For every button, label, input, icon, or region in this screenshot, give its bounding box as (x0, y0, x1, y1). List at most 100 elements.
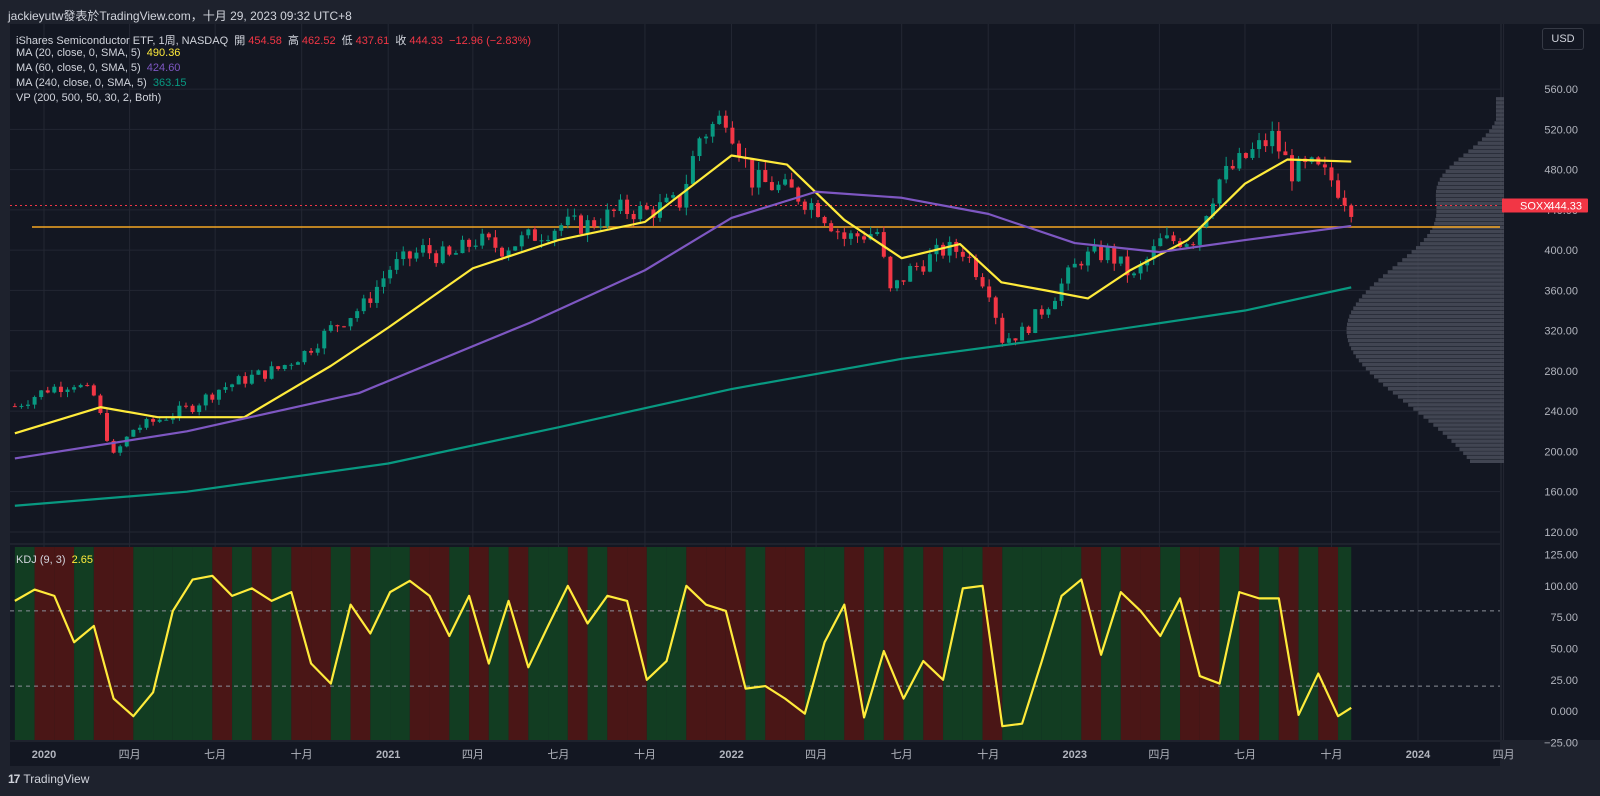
candle (677, 194, 682, 211)
vp-legend-row[interactable]: VP (200, 500, 50, 30, 2, Both) (16, 92, 164, 104)
tradingview-brand: TradingView (23, 772, 90, 786)
candle (1237, 147, 1242, 171)
candle-body (578, 215, 583, 234)
tradingview-footer[interactable]: 17 TradingView (8, 772, 89, 786)
candle-body (315, 348, 320, 353)
candle-body (941, 244, 946, 256)
volume-profile-bar (1423, 238, 1504, 242)
candle-body (710, 123, 715, 137)
candle (829, 220, 834, 233)
candle-body (493, 237, 498, 248)
candle-body (58, 386, 63, 393)
kdj-value: 2.65 (71, 554, 93, 566)
candle-body (309, 350, 314, 353)
candle (1342, 190, 1347, 212)
candle (954, 238, 959, 259)
candle-body (736, 143, 741, 158)
candle (638, 201, 643, 224)
candle-body (269, 366, 274, 379)
candle (987, 279, 992, 302)
candle-body (1026, 326, 1031, 334)
ma60-legend-row[interactable]: MA (60, close, 0, SMA, 5) 424.60 (16, 62, 183, 74)
kdj-legend-row[interactable]: KDJ (9, 3) 2.65 (16, 554, 96, 566)
candle-body (1112, 246, 1117, 264)
candle (1059, 278, 1064, 307)
candle-body (282, 365, 287, 369)
candle-body (164, 419, 169, 421)
volume-profile-bar (1387, 270, 1504, 274)
volume-profile-bar (1496, 109, 1504, 113)
candle (184, 402, 189, 409)
candle-body (1092, 245, 1097, 252)
candle (730, 121, 735, 145)
candle-body (1131, 273, 1136, 276)
volume-profile-bar (1434, 221, 1504, 226)
candle-body (1322, 164, 1327, 168)
volume-profile-bar (1435, 197, 1504, 202)
candle-body (769, 182, 774, 191)
candle-body (1283, 151, 1288, 156)
candle-body (1158, 238, 1163, 247)
candle-body (322, 330, 327, 349)
candle-body (809, 203, 814, 210)
price-axis-label: 200.00 (1544, 446, 1578, 458)
volume-profile-bar (1420, 242, 1504, 246)
time-axis-label: 四月 (1148, 749, 1170, 761)
candle (19, 403, 24, 409)
candle (565, 208, 570, 229)
volume-profile-bar (1397, 262, 1504, 266)
candle (197, 403, 202, 416)
candle-body (1039, 309, 1044, 315)
candle (302, 350, 307, 365)
volume-profile-bar (1449, 165, 1504, 170)
price-axis (1502, 24, 1600, 740)
time-axis (10, 742, 1500, 766)
candle-body (137, 427, 142, 430)
kdj-line (14, 574, 1352, 728)
kdj-trend-shade (567, 547, 588, 740)
candle (513, 246, 518, 252)
candle (1250, 142, 1255, 160)
ma20-value: 490.36 (146, 47, 181, 59)
volume-profile-bar (1494, 121, 1504, 125)
candle (506, 247, 511, 261)
candle (967, 254, 972, 263)
candle-body (881, 232, 886, 257)
ma20-legend-row[interactable]: MA (20, close, 0, SMA, 5) 490.36 (16, 47, 183, 59)
candle-body (862, 236, 867, 240)
candle (802, 199, 807, 215)
candle-body (460, 239, 465, 254)
ma240-legend-row[interactable]: MA (240, close, 0, SMA, 5) 363.15 (16, 77, 190, 89)
kdj-trend-shade (1199, 547, 1220, 740)
volume-profile-bar (1468, 149, 1504, 153)
volume-profile-bar (1365, 366, 1504, 371)
time-axis-label: 十月 (291, 747, 313, 761)
candle-body (118, 446, 123, 453)
candle (1158, 233, 1163, 247)
candle-body (256, 370, 261, 375)
volume-profile-bar (1496, 101, 1504, 105)
currency-button[interactable]: USD (1542, 28, 1584, 50)
ma20-label: MA (20, close, 0, SMA, 5) (16, 47, 141, 59)
candle-body (789, 179, 794, 188)
candle (1020, 322, 1025, 341)
volume-profile-bar (1496, 97, 1504, 101)
volume-profile-bar (1353, 306, 1504, 311)
kdj-trend-shade (1239, 547, 1260, 740)
candle (690, 150, 695, 185)
candle (434, 250, 439, 267)
candle (368, 292, 373, 308)
candle-body (914, 265, 919, 267)
candle (532, 226, 537, 242)
candle (1072, 258, 1077, 268)
volume-profile-bar (1378, 278, 1504, 282)
candle-body (144, 419, 149, 428)
kdj-trend-shade (1101, 547, 1121, 740)
volume-profile-bar (1477, 141, 1504, 145)
kdj-trend-shade (1318, 547, 1339, 740)
candle (1026, 325, 1031, 335)
candle-body (513, 246, 518, 251)
candle (776, 181, 781, 193)
